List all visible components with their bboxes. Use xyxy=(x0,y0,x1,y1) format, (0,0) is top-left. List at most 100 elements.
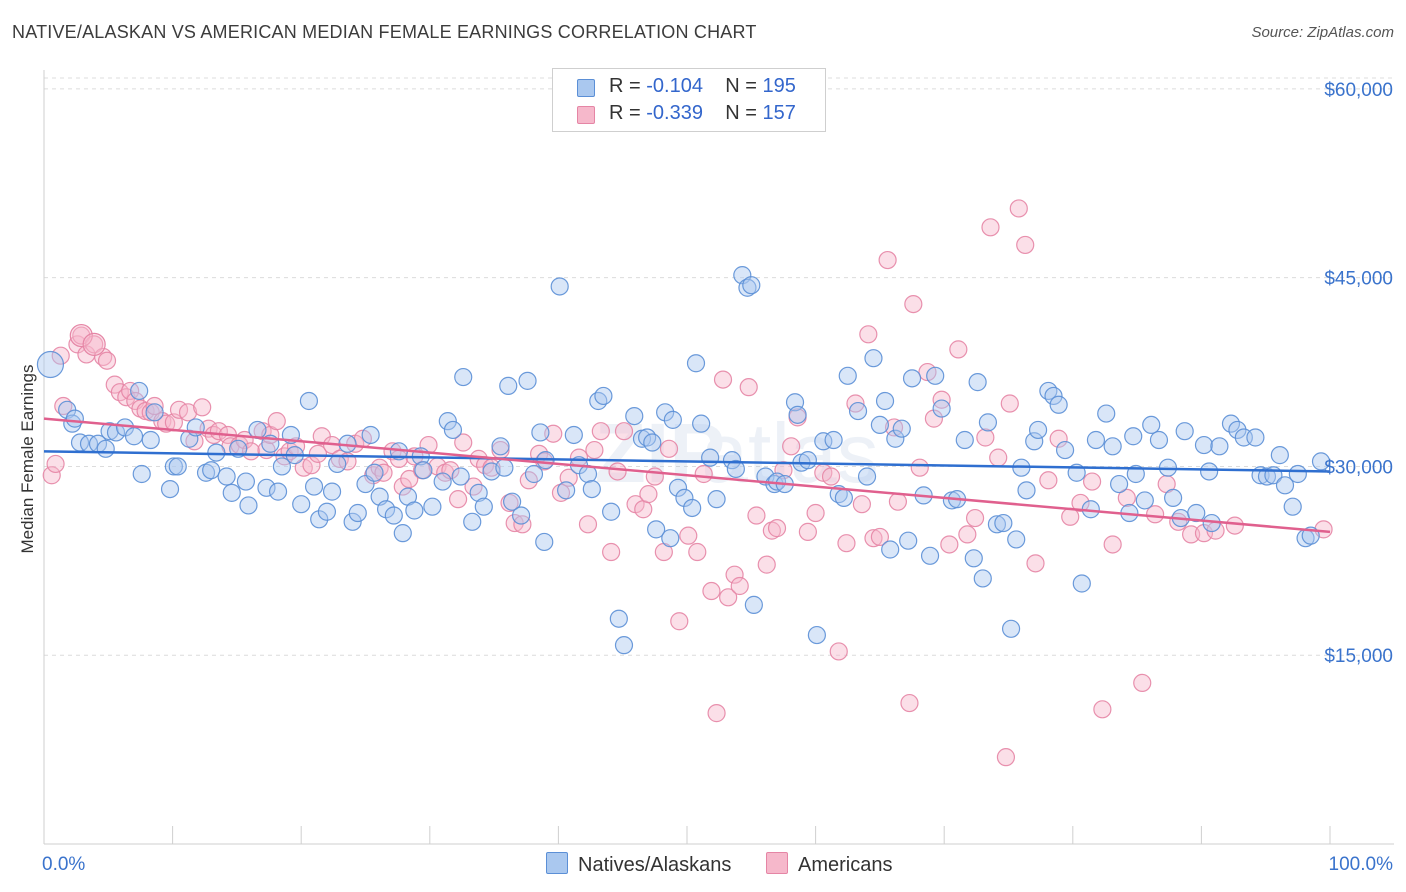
natives-point xyxy=(838,366,857,385)
natives-point xyxy=(328,454,347,474)
americans-point xyxy=(454,433,473,452)
natives-point xyxy=(973,569,992,588)
x-tick-label: 0.0% xyxy=(42,854,85,875)
natives-point xyxy=(438,412,457,431)
legend-label-natives: Natives/Alaskans xyxy=(578,854,732,876)
natives-point xyxy=(145,403,164,422)
americans-point xyxy=(904,294,923,314)
americans-point xyxy=(1194,524,1214,543)
americans-point xyxy=(870,527,890,547)
natives-point xyxy=(503,492,522,511)
natives-point xyxy=(870,415,890,435)
americans-point xyxy=(821,467,841,486)
natives-point xyxy=(292,495,311,514)
legend-label-americans: Americans xyxy=(798,854,893,876)
natives-point xyxy=(625,406,644,426)
americans-point xyxy=(1093,700,1112,719)
natives-point xyxy=(1039,381,1058,401)
americans-point xyxy=(739,378,758,397)
americans-point xyxy=(82,332,106,356)
natives-point xyxy=(1257,467,1277,486)
natives-trend-line xyxy=(43,450,1331,473)
americans-point xyxy=(448,490,468,509)
axis-layer xyxy=(43,70,1394,845)
natives-point xyxy=(656,403,675,422)
legend-r-label: R = xyxy=(609,102,647,124)
americans-point xyxy=(1133,673,1152,693)
americans-point xyxy=(193,398,212,417)
natives-point xyxy=(886,429,905,448)
americans-point xyxy=(767,519,787,538)
natives-point xyxy=(168,457,187,476)
legend-item-americans: Americans xyxy=(766,852,892,877)
americans-point xyxy=(719,588,738,607)
natives-point xyxy=(130,381,149,401)
natives-point xyxy=(1017,481,1036,500)
americans-point xyxy=(505,513,524,533)
natives-point xyxy=(202,461,221,480)
americans-point xyxy=(757,555,776,574)
y-tick-label: $60,000 xyxy=(1324,80,1393,101)
americans-point xyxy=(806,503,825,523)
natives-point xyxy=(217,467,236,486)
legend-n-label: N = xyxy=(725,102,763,124)
legend-swatch-americans-bottom xyxy=(766,852,788,874)
americans-point xyxy=(996,748,1016,767)
natives-point xyxy=(614,636,634,655)
americans-point xyxy=(1026,554,1045,573)
natives-point xyxy=(96,439,115,458)
americans-point xyxy=(981,218,1000,237)
natives-point xyxy=(384,506,403,525)
natives-point xyxy=(1135,491,1154,510)
natives-point xyxy=(454,367,473,387)
natives-point xyxy=(824,430,843,450)
americans-point xyxy=(178,403,198,422)
americans-point xyxy=(400,469,419,489)
natives-point xyxy=(443,420,463,440)
natives-point xyxy=(1086,430,1106,450)
natives-point xyxy=(196,463,216,482)
americans-point xyxy=(591,422,610,441)
americans-point xyxy=(989,448,1008,467)
natives-point xyxy=(744,595,763,614)
natives-point xyxy=(393,524,412,543)
natives-point xyxy=(535,532,554,552)
legend-swatch-americans xyxy=(577,106,595,124)
natives-point xyxy=(875,391,895,411)
natives-point xyxy=(495,458,514,477)
americans-point xyxy=(670,612,689,631)
y-tick-label: $30,000 xyxy=(1324,457,1393,478)
natives-point xyxy=(100,422,119,441)
natives-point xyxy=(1311,452,1331,471)
natives-point xyxy=(531,423,550,442)
natives-point xyxy=(343,512,362,531)
americans-point xyxy=(659,439,679,458)
americans-point xyxy=(940,535,959,554)
americans-point xyxy=(688,542,707,562)
natives-point xyxy=(469,483,488,502)
americans-point xyxy=(888,492,908,511)
natives-point xyxy=(701,448,720,467)
natives-point xyxy=(1124,427,1143,446)
grid-layer xyxy=(44,77,1394,656)
natives-point xyxy=(124,427,144,446)
natives-point xyxy=(807,625,826,645)
natives-point xyxy=(638,428,657,447)
americans-point xyxy=(608,462,627,481)
natives-point xyxy=(707,490,726,509)
natives-point xyxy=(463,512,482,531)
natives-point xyxy=(1164,488,1183,508)
americans-point xyxy=(762,521,781,540)
natives-point xyxy=(499,376,518,395)
axis-labels: $15,000 $30,000 $45,000 $60,000 0.0% 100.0% Me… xyxy=(18,80,1393,875)
natives-point xyxy=(239,496,258,515)
natives-point xyxy=(668,478,688,497)
natives-point xyxy=(1210,437,1229,456)
natives-point xyxy=(1028,420,1048,440)
natives-point xyxy=(1246,428,1265,447)
natives-point xyxy=(643,433,662,452)
natives-point xyxy=(932,399,951,418)
natives-point xyxy=(304,477,324,496)
americans-point xyxy=(965,508,985,528)
